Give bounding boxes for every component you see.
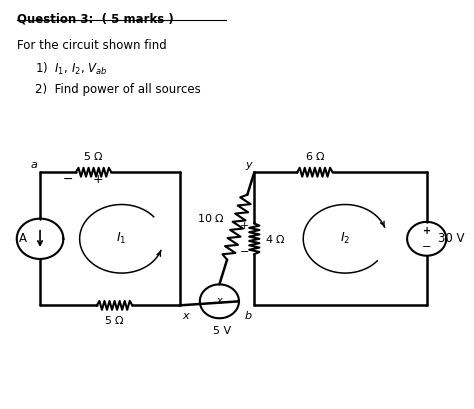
Text: −: − — [422, 242, 431, 252]
Text: −: − — [239, 247, 249, 257]
Text: +: + — [93, 173, 104, 186]
Text: 4 $\Omega$: 4 $\Omega$ — [264, 233, 285, 245]
Text: b: b — [245, 311, 252, 321]
Text: Question 3:  ( 5 marks ): Question 3: ( 5 marks ) — [17, 13, 173, 26]
Text: x: x — [182, 311, 189, 321]
Text: −: − — [63, 173, 73, 186]
Text: 1)  $I_1$, $I_2$, $V_{ab}$: 1) $I_1$, $I_2$, $V_{ab}$ — [36, 61, 108, 77]
Text: 5 $\Omega$: 5 $\Omega$ — [83, 150, 104, 162]
Text: 2)  Find power of all sources: 2) Find power of all sources — [36, 83, 201, 97]
Text: $I_1$: $I_1$ — [116, 231, 127, 246]
Text: A: A — [19, 232, 27, 245]
Text: For the circuit shown find: For the circuit shown find — [17, 39, 166, 52]
Text: y: y — [246, 160, 252, 170]
Text: 30 V: 30 V — [438, 232, 465, 245]
Text: 10 $\Omega$: 10 $\Omega$ — [197, 212, 225, 224]
Text: +: + — [239, 221, 249, 231]
Text: 6 $\Omega$: 6 $\Omega$ — [305, 150, 325, 162]
Text: a: a — [31, 160, 38, 170]
Text: 5 $\Omega$: 5 $\Omega$ — [104, 314, 125, 326]
Text: $I_2$: $I_2$ — [340, 231, 350, 246]
Text: x: x — [217, 297, 222, 306]
Text: 5 V: 5 V — [213, 326, 231, 335]
Text: +: + — [423, 226, 431, 236]
